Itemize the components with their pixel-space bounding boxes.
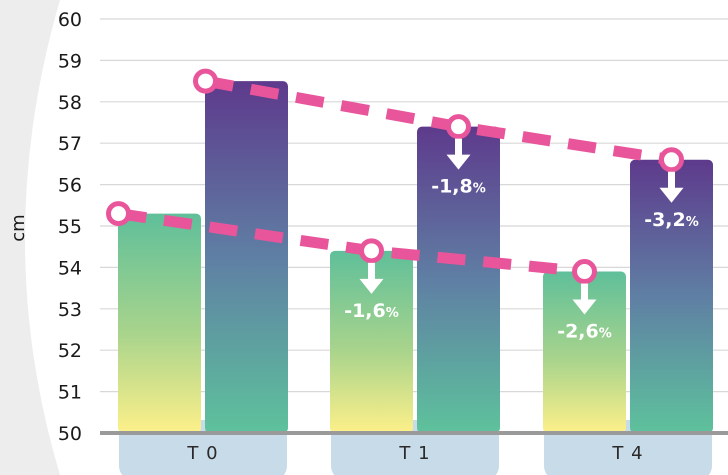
x-category-label: T 4 [611, 443, 643, 464]
down-arrow-icon [368, 262, 375, 281]
down-arrow-icon [668, 171, 675, 190]
y-tick-label: 50 [58, 423, 82, 445]
bar-series-0 [543, 271, 626, 433]
y-tick-label: 58 [58, 92, 82, 114]
y-tick-label: 52 [58, 340, 82, 362]
change-annotation: -3,2% [644, 171, 699, 231]
change-unit: % [386, 306, 399, 321]
trend-lines [106, 68, 684, 285]
change-annotation: -2,6% [557, 283, 612, 343]
y-tick-label: 60 [58, 9, 82, 31]
y-tick-label: 56 [58, 175, 82, 197]
down-arrow-head-icon [359, 278, 384, 294]
trend-marker [106, 201, 131, 227]
bar-series-0 [118, 213, 201, 433]
change-unit: % [599, 327, 612, 342]
x-category-label: T 1 [398, 443, 430, 464]
down-arrow-icon [581, 283, 588, 302]
down-arrow-head-icon [659, 187, 684, 203]
change-unit: % [686, 215, 699, 230]
grid-lines [100, 18, 728, 393]
y-tick-label: 51 [58, 382, 82, 404]
bar-series-1 [417, 126, 500, 433]
trend-marker [659, 147, 684, 173]
x-category-label: T 0 [186, 443, 218, 464]
bar-series-1 [205, 81, 288, 433]
change-unit: % [473, 182, 486, 197]
down-arrow-icon [455, 138, 462, 157]
trend-marker [446, 114, 471, 140]
change-label: -3,2% [644, 209, 699, 231]
change-label: -1,8% [431, 176, 486, 198]
y-tick-label: 55 [58, 216, 82, 238]
down-arrow-head-icon [446, 154, 471, 170]
trend-marker [359, 238, 384, 264]
y-tick-label: 53 [58, 299, 82, 321]
change-label: -2,6% [557, 321, 612, 343]
y-axis-ticks: 50 51 52 53 54 55 56 57 58 59 60 [58, 9, 82, 445]
trend-marker [572, 259, 597, 285]
annotations: -1,6% -1,8% -2,6% -3,2% [344, 138, 699, 343]
change-annotation: -1,6% [344, 262, 399, 322]
y-tick-label: 54 [58, 257, 82, 279]
bar-series-1 [630, 159, 713, 433]
bars [118, 81, 713, 433]
y-tick-label: 59 [58, 50, 82, 72]
y-tick-label: 57 [58, 133, 82, 155]
change-label: -1,6% [344, 300, 399, 322]
y-axis-label: cm [8, 214, 29, 241]
change-annotation: -1,8% [431, 138, 486, 198]
bar-series-0 [330, 250, 413, 433]
trend-marker [193, 68, 218, 94]
down-arrow-head-icon [572, 299, 597, 315]
